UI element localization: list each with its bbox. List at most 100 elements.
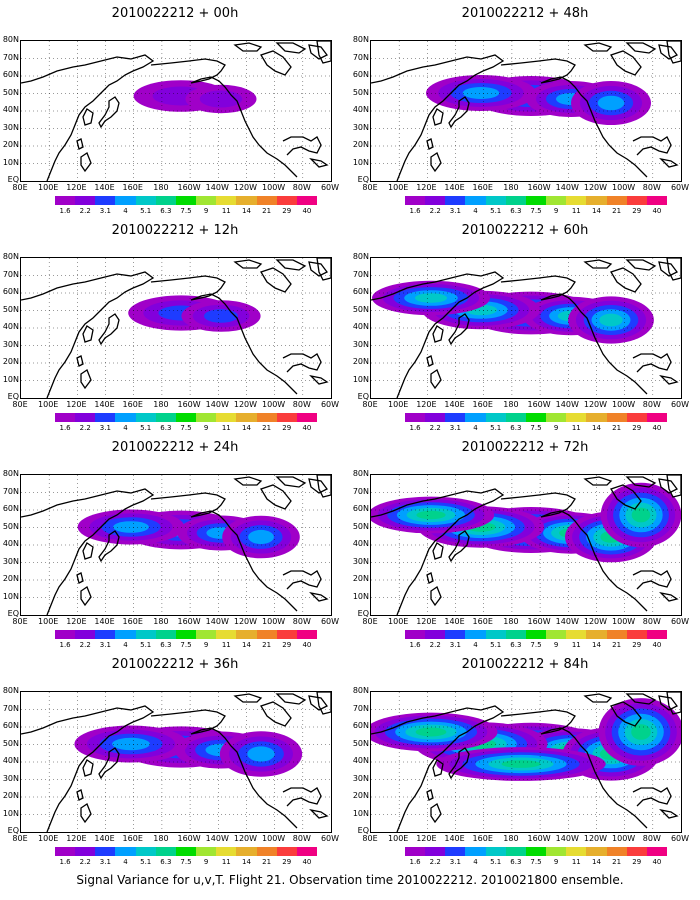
longitude-label: 140W (205, 617, 229, 626)
latitude-label: 60N (352, 70, 369, 79)
variance-contour (599, 313, 623, 327)
colorbar-swatch (196, 196, 217, 205)
longitude-label: 140W (555, 834, 579, 843)
colorbar-swatch (566, 630, 587, 639)
colorbar-label: 4 (123, 424, 128, 432)
colorbar-swatch (586, 847, 607, 856)
coastline (76, 572, 92, 607)
colorbar-label: 11 (221, 207, 231, 215)
colorbar-label: 11 (571, 424, 581, 432)
colorbar-label: 9 (203, 858, 209, 866)
colorbar-label: 2.2 (79, 641, 91, 649)
coastline (448, 747, 470, 780)
longitude-label: 80W (642, 834, 661, 843)
coastline (150, 492, 298, 612)
map-svg (371, 692, 681, 832)
longitude-label: 140E (444, 400, 465, 409)
colorbar-swatch (485, 196, 506, 205)
longitude-label: 80E (12, 834, 28, 843)
colorbar-swatch (55, 196, 76, 205)
colorbar-label: 3.1 (99, 424, 111, 432)
coastline (76, 355, 92, 390)
panel-title: 2010022212 + 84h (461, 657, 589, 672)
colorbar-label: 21 (612, 641, 622, 649)
coastline (233, 476, 328, 494)
coastline (233, 42, 328, 60)
longitude-label: 140E (444, 617, 465, 626)
colorbar-swatch (566, 196, 587, 205)
colorbar-swatch (296, 630, 318, 639)
colorbar-swatch (276, 196, 297, 205)
latitude-label: 40N (2, 322, 19, 331)
colorbar-swatch (196, 630, 217, 639)
longitude-label: 120W (233, 834, 258, 843)
colorbar-label: 29 (282, 207, 292, 215)
colorbar-swatch (216, 413, 237, 422)
latitude-label: 10N (2, 374, 19, 384)
latitude-label: 30N (2, 773, 19, 783)
latitude-label: 60N (352, 721, 369, 730)
latitude-label: 50N (2, 738, 19, 748)
coastline (21, 54, 155, 181)
map-svg (21, 258, 331, 398)
colorbar-labels: 1.6 2.2 3.1 4 5.1 6.3 7.5 9 11 14 21 29 40 (55, 207, 317, 215)
coastline (610, 701, 642, 727)
colorbar-swatch (236, 196, 257, 205)
colorbar-swatch (606, 847, 627, 856)
latitude-label: 20N (2, 140, 19, 149)
colorbar-swatch (296, 847, 318, 856)
colorbar-label: 11 (221, 424, 231, 432)
latitude-label: 80N (352, 686, 369, 695)
coastline (150, 275, 298, 395)
longitude-label: 140E (444, 183, 465, 192)
map-area (370, 40, 682, 182)
longitude-label: 100E (388, 617, 409, 626)
latitude-label: 50N (2, 87, 19, 97)
longitude-label: 120W (583, 400, 608, 409)
colorbar-label: 5.1 (140, 858, 152, 866)
map-area (20, 40, 332, 182)
colorbar-swatch (425, 630, 446, 639)
coastline (21, 488, 155, 615)
coastline (82, 542, 94, 560)
map-panel-36h: 2010022212 + 36h 80N 70N 60N 50N 40N 30N 20N 10N… (0, 651, 350, 867)
latitude-label: EQ (7, 826, 19, 835)
longitude-label: 120E (416, 183, 437, 192)
latitude-label: 20N (352, 791, 369, 800)
colorbar-label: 7.5 (180, 858, 192, 866)
coastline (448, 96, 470, 129)
colorbar-swatch (566, 847, 587, 856)
colorbar-label: 1.6 (59, 641, 71, 649)
colorbar-swatch (546, 630, 567, 639)
coastline (583, 693, 678, 711)
map-area (20, 257, 332, 399)
colorbar (55, 847, 318, 856)
colorbar-swatch (276, 413, 297, 422)
latitude-label: 20N (352, 357, 369, 366)
coastline (610, 484, 642, 510)
colorbar-swatch (75, 196, 96, 205)
coastline (659, 591, 679, 602)
colorbar-labels: 1.6 2.2 3.1 4 5.1 6.3 7.5 9 11 14 21 29 40 (55, 424, 317, 432)
colorbar-swatch (606, 196, 627, 205)
colorbar-swatch (175, 630, 197, 639)
latitude-label: 80N (2, 686, 19, 695)
longitude-label: 100W (262, 400, 286, 409)
colorbar-swatch (425, 196, 446, 205)
latitude-label: 40N (2, 756, 19, 765)
colorbar-swatch (465, 413, 486, 422)
coastline (260, 484, 292, 510)
panel-title: 2010022212 + 12h (111, 223, 239, 238)
colorbar-swatch (425, 413, 446, 422)
panel-title: 2010022212 + 00h (111, 6, 239, 21)
longitude-label: 140W (555, 617, 579, 626)
latitude-label: 30N (352, 122, 369, 132)
longitude-label: 160E (122, 400, 143, 409)
coastline (583, 259, 678, 277)
colorbar-swatch (465, 847, 486, 856)
colorbar-label: 5.1 (490, 424, 502, 432)
latitude-label: EQ (7, 392, 19, 401)
map-area (370, 691, 682, 833)
colorbar-swatch (115, 196, 136, 205)
longitude-label: 120E (416, 617, 437, 626)
